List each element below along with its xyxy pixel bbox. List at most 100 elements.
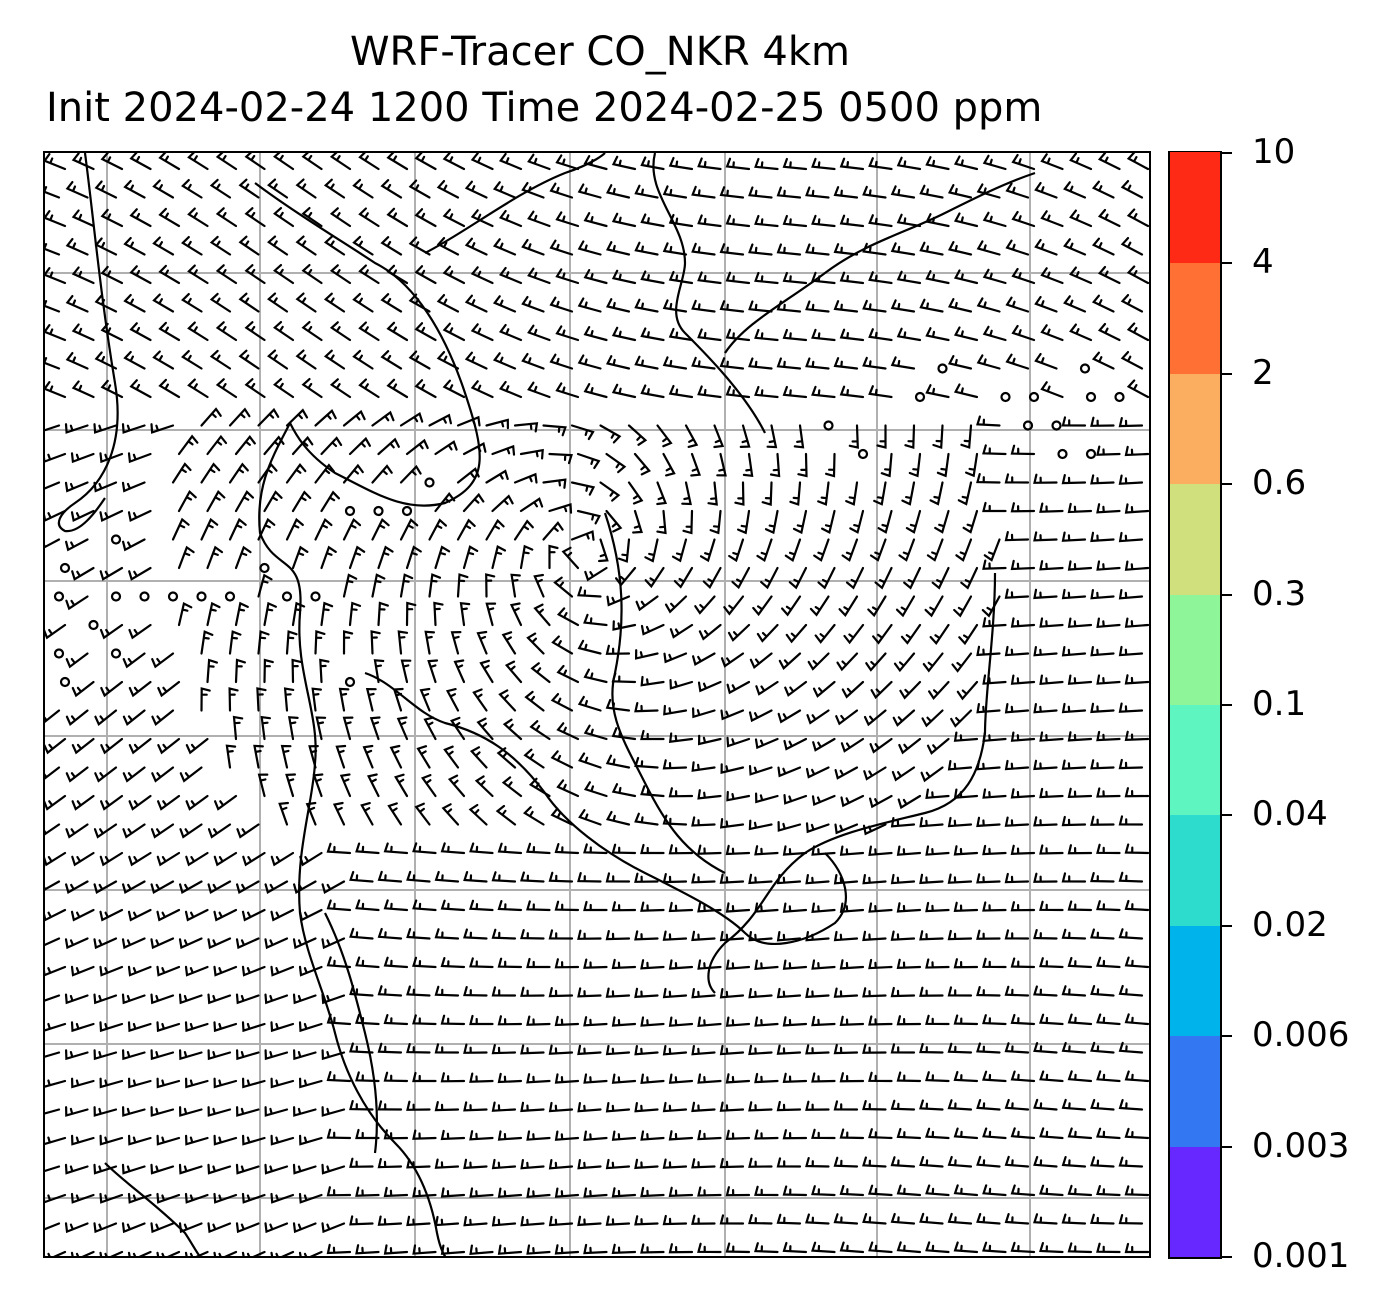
wind-barb — [805, 186, 830, 199]
wind-barb — [919, 873, 944, 885]
wind-barb — [315, 716, 327, 741]
calm-wind-marker — [344, 676, 356, 688]
wind-barb — [982, 1241, 1007, 1254]
wind-barb — [839, 271, 865, 285]
wind-barb — [776, 300, 802, 313]
wind-barb — [697, 328, 722, 342]
wind-barb — [1040, 153, 1064, 171]
wind-barb — [839, 1015, 865, 1026]
colorbar-tick — [1222, 152, 1232, 154]
wind-barb — [127, 1250, 152, 1256]
wind-barb — [805, 931, 830, 942]
wind-barb — [45, 1222, 61, 1231]
wind-barb — [1061, 1041, 1087, 1054]
wind-barb — [181, 293, 203, 313]
wind-barb — [691, 242, 716, 256]
wind-barb — [127, 452, 152, 464]
wind-barb — [1063, 295, 1087, 313]
wind-barb — [550, 750, 574, 769]
wind-barb — [1126, 379, 1149, 399]
wind-barb — [839, 902, 865, 913]
wind-barb — [549, 182, 574, 199]
wind-barb — [270, 965, 295, 977]
wind-barb — [298, 1250, 323, 1256]
wind-barb — [434, 1158, 460, 1169]
wind-barb — [295, 235, 317, 256]
wind-barb — [150, 937, 175, 950]
wind-barb — [45, 153, 67, 171]
wind-barb — [720, 709, 745, 721]
wind-barb — [1096, 787, 1121, 798]
wind-barb — [497, 1015, 523, 1026]
wind-barb — [65, 766, 89, 783]
wind-barb — [456, 415, 481, 427]
wind-barb — [436, 294, 460, 313]
wind-barb — [890, 873, 916, 885]
wind-barb — [576, 509, 602, 525]
calm-wind-marker — [1079, 363, 1091, 374]
wind-barb — [1096, 900, 1121, 912]
wind-barb — [314, 409, 337, 427]
wind-barb — [485, 418, 509, 430]
wind-barb — [178, 1163, 203, 1175]
wind-barb — [947, 298, 973, 313]
wind-barb — [905, 509, 922, 534]
wind-barb — [501, 631, 517, 655]
wind-barb — [1090, 1156, 1115, 1168]
wind-barb — [843, 623, 865, 645]
wind-barb — [157, 737, 181, 755]
colorbar-segment — [1170, 483, 1220, 595]
wind-barb — [716, 452, 727, 477]
wind-barb — [200, 630, 214, 655]
wind-barb — [805, 874, 830, 885]
wind-barb — [605, 509, 623, 533]
wind-barb — [521, 352, 545, 370]
wind-barb — [976, 473, 1001, 484]
wind-barb — [45, 1165, 61, 1173]
wind-barb — [748, 873, 773, 885]
wind-barb-map — [45, 153, 1149, 1256]
wind-barb — [1040, 210, 1064, 228]
calm-wind-marker — [196, 591, 207, 602]
wind-barb — [925, 156, 950, 171]
colorbar-segment — [1170, 594, 1220, 705]
wind-barb — [100, 794, 124, 811]
wind-barb — [70, 452, 95, 464]
wind-barb — [45, 324, 67, 342]
wind-barb — [45, 267, 67, 285]
wind-barb — [928, 680, 950, 700]
wind-barb — [122, 538, 146, 552]
wind-barb — [1010, 901, 1036, 912]
wind-barb — [754, 1016, 779, 1027]
wind-barb — [1061, 928, 1087, 940]
wind-barb — [697, 385, 722, 399]
wind-barb — [342, 630, 354, 655]
wind-barb — [640, 675, 665, 687]
wind-barb — [761, 481, 773, 506]
wind-barb — [668, 1243, 694, 1254]
wind-barb — [298, 1021, 323, 1033]
wind-barb — [405, 438, 429, 456]
wind-barb — [71, 1134, 95, 1146]
wind-barb — [662, 987, 688, 999]
wind-barb — [896, 1015, 922, 1026]
wind-barb — [469, 1244, 494, 1256]
wind-barb — [371, 573, 386, 598]
calm-wind-marker — [1028, 391, 1040, 403]
wind-barb — [748, 988, 773, 999]
wind-barb — [529, 720, 551, 741]
wind-barb — [548, 871, 574, 883]
wind-barb — [841, 538, 859, 562]
wind-barb — [605, 298, 631, 313]
wind-barb — [605, 1102, 631, 1113]
wind-barb — [469, 1014, 494, 1026]
wind-barb — [697, 157, 722, 171]
colorbar-tick-label: 0.001 — [1252, 1236, 1350, 1276]
wind-barb — [311, 687, 322, 712]
wind-barb — [725, 157, 751, 171]
wind-barb — [122, 880, 146, 894]
wind-barb — [267, 292, 289, 313]
wind-barb — [527, 324, 551, 342]
wind-barb — [1124, 1013, 1149, 1026]
coastline-north-bay — [254, 182, 481, 1256]
